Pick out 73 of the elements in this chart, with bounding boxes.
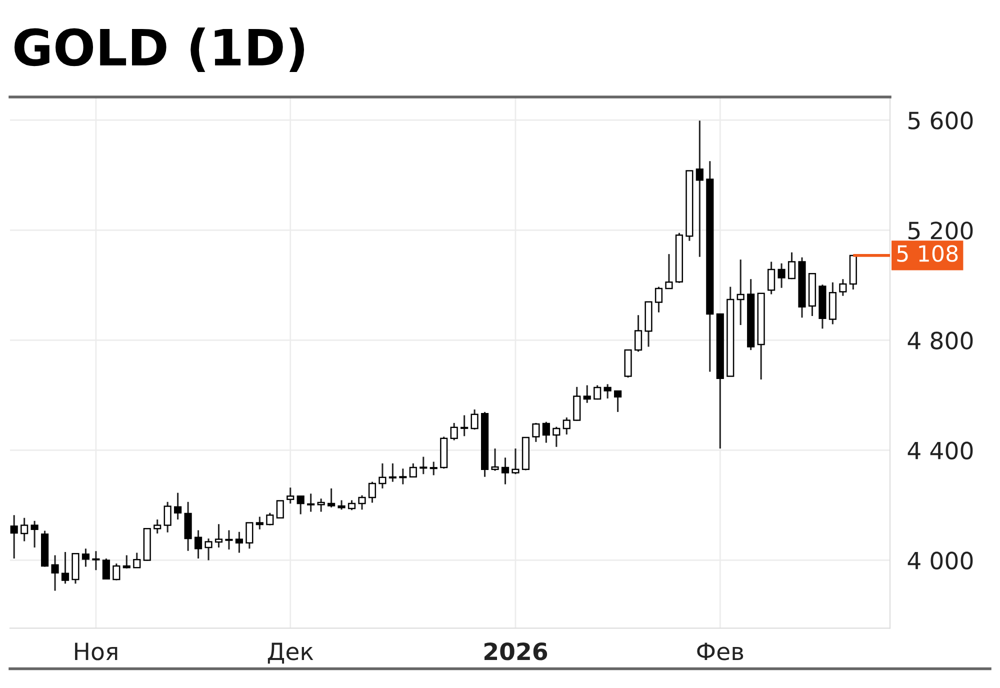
ref-line-label: 5 108 [897, 245, 958, 262]
candlestick [501, 456, 510, 486]
candlestick [204, 538, 212, 561]
candlestick [194, 529, 202, 560]
candlestick [604, 383, 612, 400]
candlestick [82, 548, 90, 568]
candlestick [378, 462, 386, 490]
candlestick [696, 120, 704, 258]
candlestick [573, 386, 581, 422]
x-tick-label: Ноя [75, 642, 118, 660]
candlestick [61, 551, 70, 584]
candlestick [532, 422, 540, 443]
candlestick [307, 492, 315, 513]
candlestick [328, 488, 336, 508]
y-tick-label: 4 400 [908, 442, 973, 460]
candlestick [594, 384, 602, 400]
candlestick [112, 562, 120, 582]
candlestick [276, 500, 284, 518]
candlestick [399, 468, 407, 486]
candlestick [246, 522, 254, 550]
candlestick [368, 481, 376, 504]
y-tick-label: 4 000 [908, 552, 973, 570]
candlestick [164, 501, 172, 534]
y-tick-label: 5 600 [908, 112, 973, 130]
candlestick [338, 499, 346, 510]
y-tick-label: 5 200 [908, 222, 973, 240]
candlestick [491, 448, 499, 472]
candlestick [768, 261, 776, 295]
candlestick [317, 498, 325, 513]
candlestick [102, 558, 110, 580]
candlestick [30, 520, 38, 548]
candlestick [266, 512, 274, 526]
candlestick [20, 517, 28, 542]
candlestick [450, 422, 458, 442]
candlestick [614, 390, 622, 413]
candlestick [583, 384, 591, 404]
candlestick [460, 414, 468, 437]
candlestick [122, 554, 130, 570]
candlestick [154, 518, 162, 534]
candlestick [286, 486, 294, 504]
candlestick [778, 262, 786, 289]
candlestick [470, 408, 478, 430]
candlestick [839, 278, 847, 297]
candlestick [634, 314, 642, 352]
candlestick [174, 492, 182, 520]
candlestick [420, 456, 428, 475]
candlestick [409, 462, 417, 478]
candlestick [736, 258, 744, 326]
candlestick [788, 252, 796, 280]
candlestick [358, 494, 366, 510]
x-tick-label: 2026 [484, 642, 548, 660]
y-tick-label: 4 800 [908, 332, 973, 350]
candlestick [348, 499, 356, 511]
x-tick-label: Фев [697, 642, 744, 660]
candlestick [654, 286, 663, 314]
candlestick [225, 529, 233, 550]
candlestick [562, 416, 570, 436]
candlestick [296, 495, 304, 516]
chart-title: GOLD (1D) [14, 27, 304, 72]
candlestick [10, 514, 18, 560]
candlestick [512, 448, 520, 475]
candlestick [133, 552, 141, 569]
candlestick [256, 516, 264, 530]
candlestick [430, 460, 438, 476]
candlestick [235, 531, 244, 554]
candlestick [51, 554, 59, 592]
candlestick [665, 253, 673, 290]
candlestick [542, 421, 550, 444]
candlestick [214, 523, 223, 548]
candlestick [552, 426, 560, 448]
candlestick [92, 550, 100, 571]
candlestick [388, 462, 396, 483]
x-tick-label: Дек [268, 642, 314, 664]
